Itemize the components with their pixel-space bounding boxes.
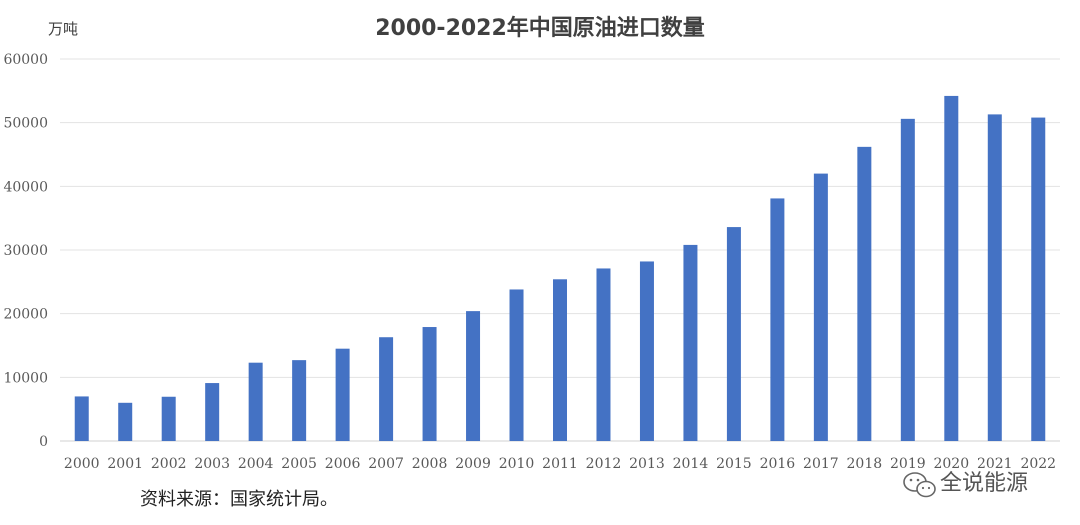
x-tick-label: 2004 [238,456,274,472]
bar-2011 [553,279,567,441]
source-note: 资料来源：国家统计局。 [140,489,338,510]
x-tick-label: 2022 [1020,456,1056,472]
x-tick-label: 2017 [803,456,839,472]
y-tick-label: 30000 [3,243,48,259]
x-tick-label: 2001 [107,456,143,472]
y-tick-label: 0 [39,434,48,450]
y-tick-label: 20000 [3,307,48,323]
y-axis-ticks: 0 10000 20000 30000 40000 50000 60000 [3,52,48,450]
watermark: 全说能源 [903,471,1028,498]
bar-2021 [987,114,1002,441]
x-tick-label: 2013 [629,456,665,472]
bar-2004 [248,362,263,441]
x-tick-label: 2003 [194,456,230,472]
x-tick-label: 2015 [716,456,752,472]
x-tick-label: 2002 [151,456,187,472]
x-tick-label: 2010 [499,456,535,472]
bar-2013 [639,261,654,441]
y-tick-label: 50000 [3,116,48,132]
y-axis-unit-label: 万吨 [48,20,78,38]
bar-2006 [335,348,350,441]
y-tick-label: 10000 [3,370,48,386]
x-tick-label: 2020 [933,456,969,472]
x-tick-label: 2021 [977,456,1013,472]
x-tick-label: 2007 [368,456,404,472]
bar-2017 [813,173,828,441]
bar-2010 [509,289,524,441]
bars [74,95,1046,442]
x-tick-label: 2005 [281,456,317,472]
bar-2003 [205,383,220,441]
bar-2002 [161,396,176,441]
x-tick-label: 2018 [847,456,883,472]
bar-2008 [422,327,437,441]
wechat-icon [903,472,936,498]
bar-2022 [1031,117,1046,441]
bar-2018 [857,146,872,442]
bar-2014 [683,244,698,441]
watermark-text: 全说能源 [940,471,1028,496]
x-tick-label: 2012 [586,456,622,472]
x-tick-label: 2000 [64,456,100,472]
x-axis-ticks: 2000 2001 2002 2003 2004 2005 2006 2007 2008 2009… [64,456,1056,472]
bar-2001 [118,402,133,441]
x-tick-label: 2008 [412,456,448,472]
x-tick-label: 2016 [760,456,796,472]
y-tick-label: 60000 [3,52,48,68]
bar-2016 [770,198,785,441]
bar-2015 [726,227,741,441]
bar-2009 [466,311,481,441]
bar-2020 [944,95,959,441]
x-tick-label: 2006 [325,456,361,472]
y-tick-label: 40000 [3,179,48,195]
x-tick-label: 2019 [890,456,926,472]
x-tick-label: 2011 [542,456,578,472]
bar-2005 [292,360,307,441]
x-tick-label: 2014 [673,456,709,472]
chart-title: 2000-2022年中国原油进口数量 [375,15,705,41]
bar-2000 [74,396,89,441]
bar-2007 [379,337,394,441]
bar-2019 [900,118,915,441]
x-tick-label: 2009 [455,456,491,472]
bar-2012 [596,268,611,441]
